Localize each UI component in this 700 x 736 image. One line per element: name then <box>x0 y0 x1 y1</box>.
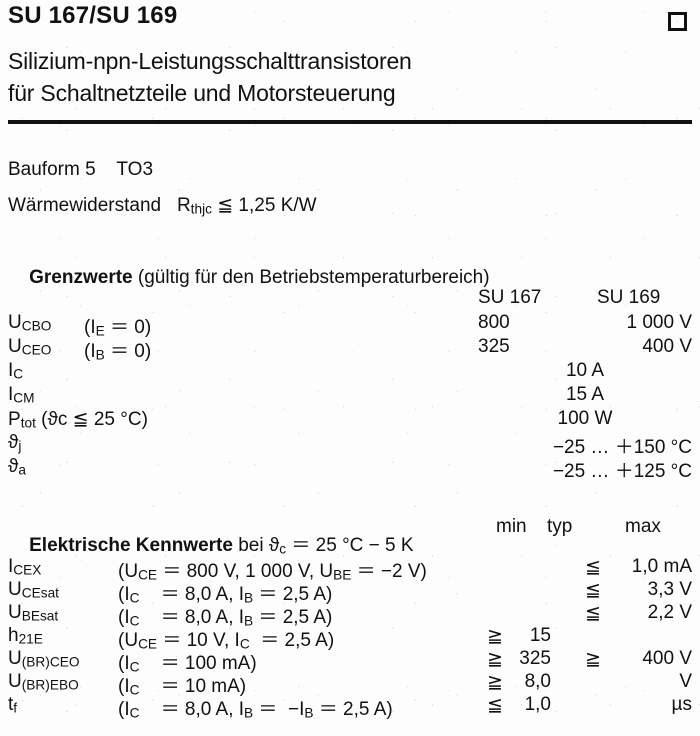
thermal-resistance-line: Wärmewiderstand Rthjc ≦ 1,25 K/W <box>8 195 317 217</box>
electrical-max-value: µs <box>671 694 692 715</box>
electrical-condition: (UCE ＝ 800 V, 1 000 V, UBE ＝ −2 V) <box>118 561 427 583</box>
subtitle-line-2: für Schaltnetzteile und Motorsteuerung <box>8 80 396 106</box>
electrical-min-operator: ≦ <box>487 695 503 716</box>
limits-row: UCBO (IE ＝ 0) 800 1 000 V <box>0 312 700 339</box>
limits-symbol: ϑa <box>8 456 26 478</box>
electrical-row: ICEX (UCE ＝ 800 V, 1 000 V, UBE ＝ −2 V) ≦ 1… <box>0 556 700 582</box>
limits-symbol: ϑj <box>8 432 22 454</box>
electrical-column-header-max: max <box>625 516 661 537</box>
electrical-column-header-min: min <box>496 516 527 537</box>
electrical-max-operator: ≦ <box>585 580 601 601</box>
electrical-row: UBEsat (IC ＝ 8,0 A, IB ＝ 2,5 A) ≦ 2,2 V <box>0 602 700 628</box>
limits-heading-bold: Grenzwerte <box>29 267 133 288</box>
electrical-max-value: 2,2 V <box>647 602 692 623</box>
electrical-min-value: 15 <box>529 625 551 646</box>
limits-row: ICM 15 A <box>0 384 700 408</box>
electrical-row: U(BR)EBO (IC ＝ 10 mA) ≧ 8,0 V <box>0 671 700 697</box>
electrical-condition: (IC ＝ 10 mA) <box>118 676 247 698</box>
electrical-row: tf (IC ＝ 8,0 A, IB ＝ −IB ＝ 2,5 A) ≦ 1,0 µs <box>0 694 700 720</box>
electrical-column-header-typ: typ <box>547 516 573 537</box>
limits-heading-rest: (gültig für den Betriebstemperaturbereic… <box>132 267 490 288</box>
electrical-symbol: h21E <box>8 625 43 647</box>
electrical-condition: (IC ＝ 8,0 A, IB ＝ 2,5 A) <box>118 607 333 629</box>
square-outline-icon <box>668 12 687 31</box>
electrical-max-value: 3,3 V <box>647 579 692 600</box>
electrical-max-value: 1,0 mA <box>631 556 692 577</box>
electrical-row: U(BR)CEO (IC ＝ 100 mA) ≧ 325 ≧ 400 V <box>0 648 700 674</box>
limits-symbol: UCBO <box>8 312 52 334</box>
electrical-max-value: 400 V <box>642 648 692 669</box>
electrical-min-value: 8,0 <box>524 671 551 692</box>
package-type-line: Bauform 5 TO3 <box>8 159 154 180</box>
limits-section-heading: Grenzwerte (gültig für den Betriebstempe… <box>8 249 490 306</box>
limits-condition: (IB ＝ 0) <box>84 341 152 363</box>
electrical-max-operator: ≦ <box>585 557 601 578</box>
limits-value-both: −25 … ＋125 °C <box>552 461 692 482</box>
limits-value-su167: 325 <box>478 336 510 357</box>
limits-symbol: UCEO <box>8 336 52 358</box>
limits-row: IC 10 A <box>0 360 700 384</box>
limits-row: ϑj −25 … ＋150 °C <box>0 432 700 458</box>
subtitle-line-1: Silizium-npn-Leistungsschalttransistoren <box>8 48 412 74</box>
electrical-max-operator: ≦ <box>585 603 601 624</box>
electrical-min-value: 1,0 <box>524 694 551 715</box>
electrical-condition: (IC ＝ 8,0 A, IB ＝ −IB ＝ 2,5 A) <box>118 699 393 721</box>
limits-symbol: IC <box>8 360 24 382</box>
electrical-symbol: U(BR)CEO <box>8 648 80 670</box>
electrical-max-operator: ≧ <box>585 649 601 670</box>
header-divider <box>8 120 692 124</box>
limits-value-su169: 1 000 V <box>626 312 693 333</box>
electrical-min-operator: ≧ <box>487 626 503 647</box>
electrical-condition: (UCE ＝ 10 V, IC ＝ 2,5 A) <box>118 630 335 652</box>
electrical-symbol: UBEsat <box>8 602 59 624</box>
electrical-heading-bold: Elektrische Kennwerte <box>29 535 233 556</box>
electrical-min-operator: ≧ <box>487 672 503 693</box>
electrical-symbol: tf <box>8 694 18 716</box>
limits-row: Ptot (ϑc ≦ 25 °C) 100 W <box>0 408 700 432</box>
limits-value-both: 100 W <box>557 408 613 429</box>
limits-value-both: 15 A <box>565 384 605 405</box>
limits-row: UCEO (IB ＝ 0) 325 400 V <box>0 336 700 363</box>
electrical-max-value: V <box>679 671 692 692</box>
limits-value-both: 10 A <box>565 360 605 381</box>
limits-condition: (IE ＝ 0) <box>84 317 152 339</box>
limits-symbol: Ptot (ϑc ≦ 25 °C) <box>8 409 148 431</box>
electrical-section-heading: Elektrische Kennwerte bei ϑc ＝ 25 °C − 5… <box>8 517 414 575</box>
electrical-symbol: UCEsat <box>8 579 59 601</box>
limits-row: ϑa −25 … ＋125 °C <box>0 456 700 482</box>
electrical-min-operator: ≧ <box>487 649 503 670</box>
electrical-heading-rest: bei ϑc ＝ 25 °C − 5 K <box>232 535 414 557</box>
electrical-condition: (IC ＝ 100 mA) <box>118 653 257 675</box>
electrical-symbol: U(BR)EBO <box>8 671 79 693</box>
electrical-symbol: ICEX <box>8 556 42 578</box>
electrical-row: h21E (UCE ＝ 10 V, IC ＝ 2,5 A) ≧ 15 <box>0 625 700 651</box>
limits-value-su167: 800 <box>478 312 510 333</box>
limits-value-su169: 400 V <box>642 336 692 357</box>
electrical-condition: (IC ＝ 8,0 A, IB ＝ 2,5 A) <box>118 584 333 606</box>
limits-column-header-su169: SU 169 <box>597 287 661 308</box>
limits-symbol: ICM <box>8 384 35 406</box>
electrical-row: UCEsat (IC ＝ 8,0 A, IB ＝ 2,5 A) ≦ 3,3 V <box>0 579 700 605</box>
limits-value-both: −25 … ＋150 °C <box>552 437 692 458</box>
electrical-min-value: 325 <box>519 648 551 669</box>
page-title: SU 167/SU 169 <box>8 2 178 29</box>
limits-column-header-su167: SU 167 <box>478 287 542 308</box>
